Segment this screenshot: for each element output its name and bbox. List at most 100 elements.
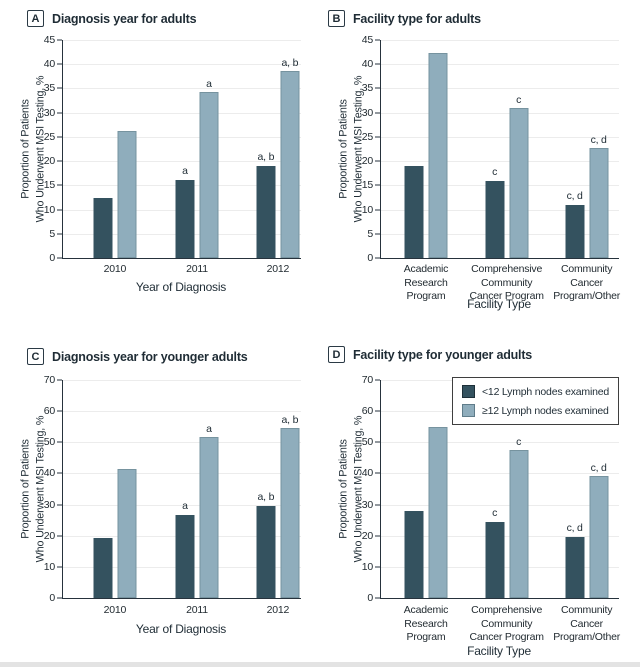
y-tick-mark-30 — [57, 112, 62, 114]
y-tick-mark-0 — [375, 257, 380, 259]
x-category-label-3: 2012 — [266, 263, 290, 275]
y-tick-label-40: 40 — [43, 57, 55, 70]
y-tick-mark-5 — [375, 233, 380, 235]
gridline-50 — [381, 442, 619, 444]
x-category-label-2: 2011 — [186, 263, 208, 275]
gridline-40 — [381, 473, 619, 475]
significance-annotation: a — [206, 77, 212, 90]
panel-a-diagnosis-year-adults: A Diagnosis year for adults Proportion o… — [0, 0, 320, 333]
legend-label-gte12: ≥12 Lymph nodes examined — [482, 404, 609, 417]
y-tick-label-35: 35 — [43, 82, 55, 95]
significance-annotation: c, d — [590, 133, 607, 146]
panel-b-facility-type-adults: B Facility type for adults Proportion of… — [320, 0, 640, 333]
x-category-label-3: Community Cancer Program/Other — [553, 263, 621, 303]
panel-b-letter-box: B — [328, 10, 345, 27]
y-tick-label-10: 10 — [361, 203, 373, 216]
bar-group-1 — [93, 468, 137, 598]
legend-item-gte12: ≥12 Lymph nodes examined — [462, 404, 609, 417]
significance-annotation: a — [206, 423, 212, 435]
bar-gte12-3: c, d — [589, 462, 609, 598]
significance-annotation: c — [516, 436, 522, 449]
significance-annotation: a, b — [281, 56, 299, 69]
y-tick-mark-60 — [375, 410, 380, 412]
bar-group-3: a, b a, b — [256, 57, 300, 258]
bar-lt12-3: c, d — [565, 522, 585, 598]
y-tick-mark-0 — [57, 597, 62, 599]
significance-annotation: c, d — [590, 462, 607, 475]
y-tick-mark-20 — [57, 535, 62, 537]
gridline-25 — [63, 136, 301, 138]
y-tick-label-70: 70 — [43, 373, 55, 386]
y-tick-label-0: 0 — [367, 251, 373, 264]
bar-lt12-2: c — [485, 166, 505, 258]
significance-annotation: c, d — [566, 522, 583, 534]
bottom-edge-strip — [0, 662, 640, 667]
y-tick-mark-60 — [57, 410, 62, 412]
significance-annotation: a, b — [257, 490, 275, 503]
y-tick-mark-10 — [57, 209, 62, 211]
y-tick-mark-50 — [375, 441, 380, 443]
x-category-label-1: 2010 — [103, 263, 127, 275]
x-category-label-2: 2011 — [186, 604, 208, 616]
panel-c-plot-area: 0 10 20 30 40 50 60 70 2010 a a 2011 a, b a, b 2012 — [44, 375, 301, 616]
legend-swatch-light-icon — [462, 404, 475, 417]
panel-b-plot-area: 0 5 10 15 20 25 30 35 40 45 Academic Research Prog… — [362, 35, 621, 303]
panel-b-title: Facility type for adults — [353, 11, 481, 26]
x-category-label-2: Comprehensive Community Cancer Program — [469, 604, 544, 644]
significance-annotation: a, b — [281, 414, 299, 426]
bar-gte12-1 — [428, 427, 448, 598]
x-category-label-1: 2010 — [103, 604, 127, 616]
bar-gte12-3: a, b — [280, 414, 300, 598]
y-tick-label-30: 30 — [361, 106, 373, 119]
bar-gte12-3: a, b — [280, 57, 300, 258]
y-tick-label-40: 40 — [361, 467, 373, 480]
panel-a-y-axis-label: Proportion of Patients Who Underwent MSI… — [19, 75, 46, 223]
gridline-40 — [381, 64, 619, 66]
significance-annotation: c — [492, 507, 498, 520]
y-tick-label-20: 20 — [361, 154, 373, 167]
y-tick-mark-10 — [375, 566, 380, 568]
panel-d-plot-area: 0 10 20 30 40 50 60 70 Academic Research Program… — [362, 375, 621, 644]
y-tick-label-25: 25 — [361, 130, 373, 143]
y-tick-label-60: 60 — [361, 404, 373, 417]
panel-c-x-axis-title: Year of Diagnosis — [135, 622, 227, 636]
bar-gte12-2: a — [199, 423, 219, 598]
gridline-30 — [381, 112, 619, 114]
bar-group-1 — [404, 427, 448, 598]
x-category-label-1: Academic Research Program — [403, 263, 449, 303]
panel-c-diagnosis-year-younger-adults: C Diagnosis year for younger adults Prop… — [0, 333, 320, 666]
y-tick-label-0: 0 — [49, 251, 55, 264]
y-tick-mark-40 — [375, 63, 380, 65]
bar-group-3: a, b a, b — [256, 414, 300, 598]
gridline-25 — [381, 136, 619, 138]
y-tick-label-0: 0 — [49, 591, 55, 604]
panel-a-plot-area: 0 5 10 15 20 25 30 35 40 45 2010 a a 2011 a, b a, b 2012 — [44, 35, 301, 275]
y-tick-mark-30 — [57, 504, 62, 506]
panel-c-header: C Diagnosis year for younger adults — [27, 348, 248, 365]
bar-gte12-2: c — [509, 436, 529, 598]
y-tick-label-10: 10 — [43, 203, 55, 216]
gridline-20 — [381, 161, 619, 163]
gridline-45 — [381, 40, 619, 41]
bar-lt12-2: a — [175, 500, 195, 598]
gridline-50 — [63, 442, 301, 444]
x-category-label-3: 2012 — [266, 604, 290, 616]
gridline-35 — [381, 88, 619, 90]
y-tick-mark-20 — [375, 535, 380, 537]
y-tick-label-10: 10 — [43, 560, 55, 573]
bar-lt12-1 — [93, 538, 113, 598]
significance-annotation: a, b — [257, 150, 275, 163]
bar-gte12-1 — [428, 52, 448, 258]
gridline-20 — [63, 161, 301, 163]
y-tick-label-15: 15 — [43, 179, 55, 192]
legend-swatch-dark-icon — [462, 385, 475, 398]
y-tick-label-20: 20 — [361, 529, 373, 542]
x-category-label-2: Comprehensive Community Cancer Program — [469, 263, 544, 303]
panel-d-facility-type-younger-adults: D Facility type for younger adults Propo… — [320, 333, 640, 666]
y-tick-label-30: 30 — [43, 106, 55, 119]
bar-lt12-2: a — [175, 165, 195, 258]
gridline-30 — [63, 504, 301, 506]
y-tick-label-5: 5 — [49, 227, 55, 240]
